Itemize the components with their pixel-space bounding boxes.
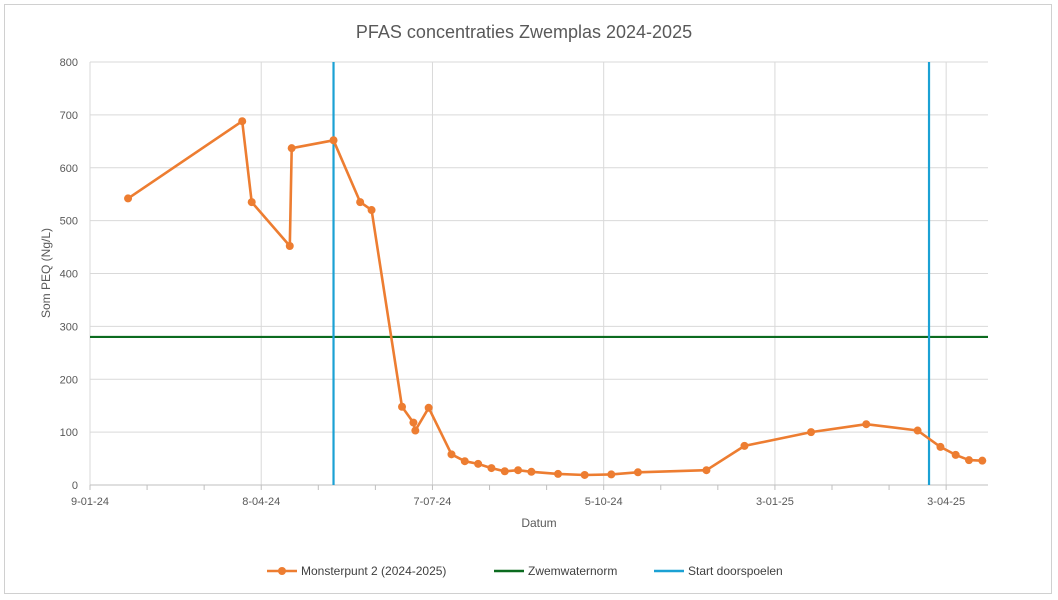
- y-tick-label: 300: [60, 321, 78, 333]
- data-point: [124, 194, 133, 203]
- data-point: [447, 450, 456, 459]
- data-point: [411, 426, 420, 435]
- chart-legend: Monsterpunt 2 (2024-2025) Zwemwaternorm St…: [267, 564, 783, 578]
- legend-label: Monsterpunt 2 (2024-2025): [301, 564, 446, 578]
- legend-marker: [278, 567, 286, 575]
- chart-frame: [4, 4, 1052, 594]
- data-point: [978, 456, 987, 465]
- start-doorspoelen-lines: [332, 62, 931, 485]
- data-point: [580, 470, 589, 479]
- x-tick-label: 5-10-24: [585, 496, 623, 508]
- x-axis-ticks: 9-01-24 8-04-24 7-07-24 5-10-24 3-01-25 3-04-…: [71, 485, 965, 508]
- data-point: [514, 466, 523, 475]
- series-line: [127, 119, 983, 477]
- x-tick-label: 8-04-24: [242, 496, 280, 508]
- x-tick-label: 3-01-25: [756, 496, 794, 508]
- y-tick-label: 700: [60, 110, 78, 122]
- data-point: [964, 456, 973, 465]
- data-point: [356, 198, 365, 207]
- data-point: [238, 117, 247, 126]
- data-point: [740, 441, 749, 450]
- data-point: [807, 428, 816, 437]
- data-point: [702, 466, 711, 475]
- chart-title: PFAS concentraties Zwemplas 2024-2025: [356, 22, 692, 42]
- data-point: [487, 464, 496, 473]
- data-point: [633, 468, 642, 477]
- data-point: [951, 450, 960, 459]
- data-point: [554, 469, 563, 478]
- data-point: [424, 403, 433, 412]
- data-point: [247, 198, 256, 207]
- data-point: [936, 442, 945, 451]
- data-point: [474, 459, 483, 468]
- data-point: [287, 144, 296, 153]
- data-point: [460, 457, 469, 466]
- y-tick-label: 600: [60, 163, 78, 175]
- y-tick-label: 200: [60, 374, 78, 386]
- y-axis-title: Som PEQ (Ng/L): [39, 228, 53, 318]
- y-tick-label: 0: [72, 480, 78, 492]
- series-monsterpunt-2: [124, 117, 987, 479]
- data-point: [329, 136, 338, 145]
- y-tick-label: 800: [60, 57, 78, 69]
- data-point: [862, 420, 871, 429]
- legend-label: Start doorspoelen: [688, 564, 783, 578]
- x-tick-label: 9-01-24: [71, 496, 109, 508]
- data-point: [285, 242, 294, 251]
- data-point: [367, 206, 376, 215]
- horizontal-gridlines: [90, 61, 988, 486]
- x-tick-label: 3-04-25: [927, 496, 965, 508]
- data-point: [527, 467, 536, 476]
- y-tick-label: 100: [60, 427, 78, 439]
- y-tick-label: 400: [60, 269, 78, 281]
- data-point: [500, 467, 509, 476]
- data-point: [409, 418, 418, 427]
- x-axis-title: Datum: [521, 516, 556, 530]
- data-point: [913, 426, 922, 435]
- data-point: [607, 470, 616, 479]
- x-tick-label: 7-07-24: [413, 496, 451, 508]
- legend-label: Zwemwaternorm: [528, 564, 617, 578]
- data-point: [398, 402, 407, 411]
- y-tick-label: 500: [60, 216, 78, 228]
- y-axis-ticks: 0 100 200 300 400 500 600 700 800: [60, 57, 78, 492]
